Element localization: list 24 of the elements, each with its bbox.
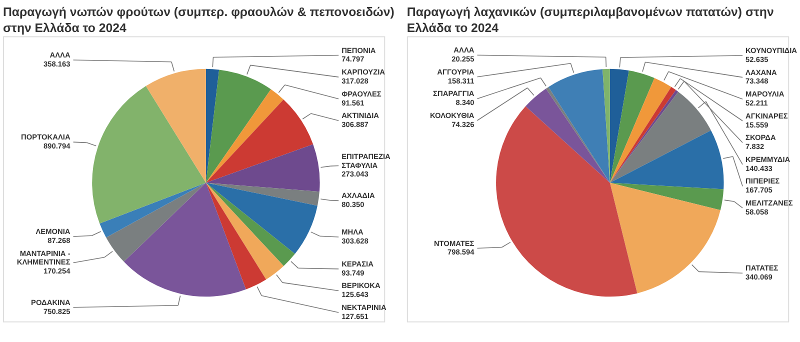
pie-slice [206, 182, 295, 266]
pie-slice [546, 86, 610, 183]
pie-slice [610, 182, 724, 210]
pie-slice [610, 130, 724, 190]
pie-slice [496, 106, 638, 297]
pie-slice [146, 68, 206, 183]
pie-slice [610, 182, 720, 294]
pie-slice [206, 70, 271, 183]
pie-slice [610, 70, 654, 183]
pie-slice [206, 182, 320, 206]
pie-slice [602, 68, 610, 183]
pie-slice [526, 88, 610, 183]
pie-slice [610, 68, 629, 183]
pie-slice [106, 182, 206, 262]
pie-slice [548, 69, 610, 183]
pie-slice [610, 92, 711, 183]
pie-slice [100, 182, 206, 238]
pie-slice [206, 89, 284, 183]
pie-slice [206, 68, 220, 183]
pie-slice [206, 182, 318, 254]
pie-slice [206, 182, 284, 280]
chart-title: Παραγωγή νωπών φρούτων (συμπερ. φραουλών & πεπονοειδών) στην Ελλάδα το 2024 [2, 4, 394, 35]
chart-title: Παραγωγή λαχανικών (συμπεριλαμβανομένων πατατών) στην Ελλάδα το 2024 [406, 4, 774, 35]
pie-slice [92, 86, 206, 224]
